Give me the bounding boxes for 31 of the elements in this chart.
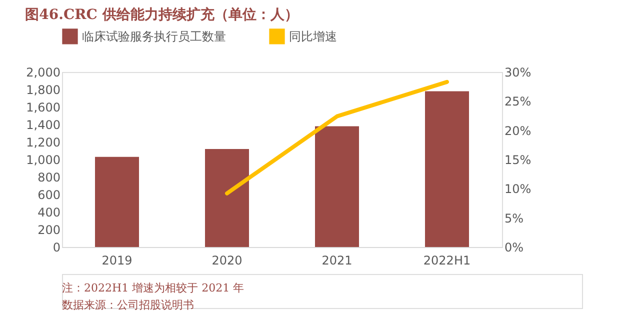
y-tick-label: 1,400 <box>26 118 60 132</box>
y-tick-label: 800 <box>38 170 60 184</box>
y-tick-label: 0 <box>52 240 60 254</box>
x-tick-label: 2020 <box>212 254 242 268</box>
y-tick-label: 1,000 <box>26 153 60 167</box>
y-tick-label: 600 <box>38 188 60 202</box>
y2-tick-label: 15% <box>504 153 532 167</box>
y-tick-label: 1,600 <box>26 100 60 114</box>
x-tick-label: 2022H1 <box>423 254 471 268</box>
bar <box>95 156 139 247</box>
y-tick-label: 2,000 <box>26 66 60 80</box>
x-tick-label: 2021 <box>322 254 352 268</box>
chart-title: 图46.CRC 供给能力持续扩充（单位：人） <box>25 6 298 23</box>
bar <box>315 126 359 247</box>
y2-tick-label: 10% <box>504 182 532 196</box>
x-tick-label: 2019 <box>102 254 132 268</box>
y-tick-label: 200 <box>38 223 60 237</box>
y-tick-label: 1,800 <box>26 83 60 97</box>
y2-tick-label: 25% <box>504 94 532 109</box>
y2-tick-label: 30% <box>504 66 532 80</box>
y-tick-label: 400 <box>38 206 60 220</box>
source-note: 数据来源：公司招股说明书 <box>62 298 194 312</box>
text: 注：2022H1 增速为相较于 2021 年 <box>62 282 244 294</box>
bar <box>205 149 249 247</box>
y2-tick-label: 20% <box>504 124 532 138</box>
legend-label: 临床试验服务执行员工数量 <box>82 29 226 44</box>
y-tick-label: 1,200 <box>26 136 60 150</box>
bar <box>425 91 469 247</box>
y2-tick-label: 5% <box>504 211 524 226</box>
legend-label: 同比增速 <box>289 29 337 44</box>
y2-tick-label: 0% <box>504 240 524 254</box>
